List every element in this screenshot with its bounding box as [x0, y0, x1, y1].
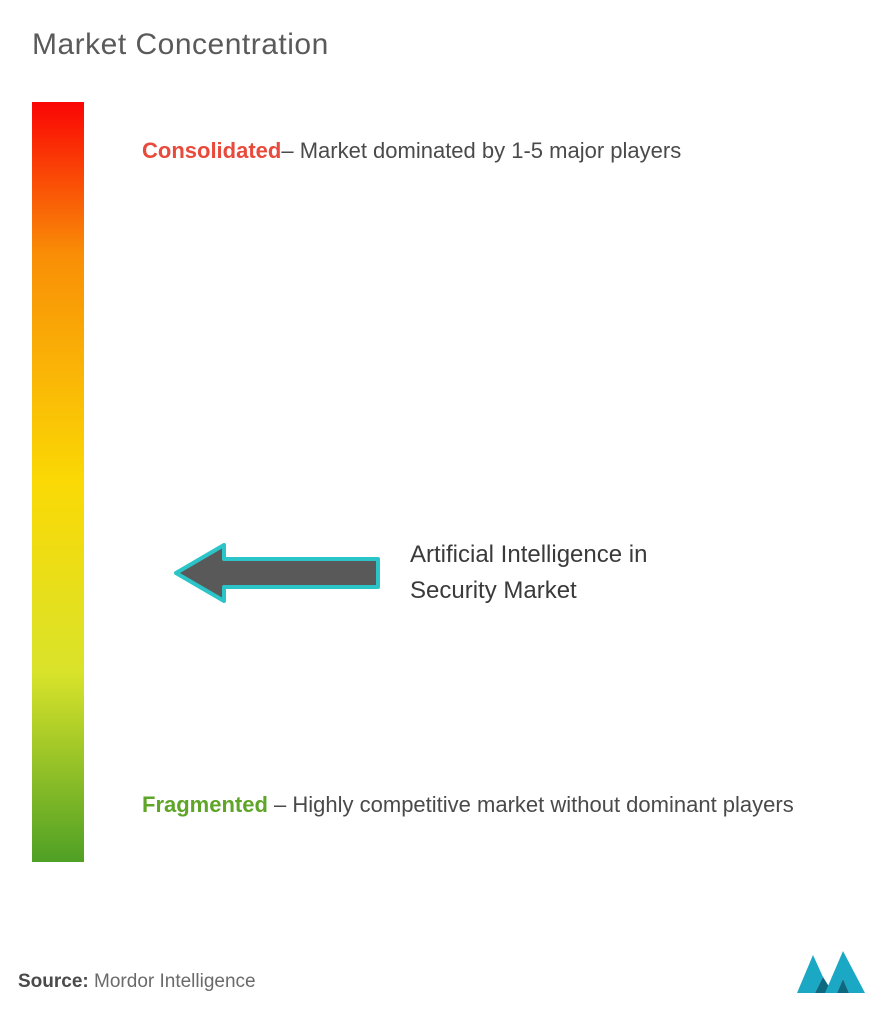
- fragmented-label: Fragmented – Highly competitive market w…: [142, 782, 794, 828]
- fragmented-desc: – Highly competitive market without domi…: [268, 792, 794, 817]
- consolidated-key: Consolidated: [142, 138, 281, 163]
- concentration-gradient-bar: [32, 102, 84, 862]
- source-value: Mordor Intelligence: [89, 971, 256, 992]
- source-label: Source:: [18, 971, 89, 992]
- source-attribution: Source: Mordor Intelligence: [18, 971, 256, 993]
- market-indicator: Artificial Intelligence in Security Mark…: [172, 537, 647, 609]
- mordor-logo-icon: [795, 949, 867, 993]
- fragmented-key: Fragmented: [142, 792, 268, 817]
- page-title: Market Concentration: [32, 28, 853, 62]
- diagram-area: Consolidated– Market dominated by 1-5 ma…: [32, 102, 853, 892]
- footer: Source: Mordor Intelligence: [18, 949, 867, 993]
- consolidated-label: Consolidated– Market dominated by 1-5 ma…: [142, 128, 681, 174]
- arrow-left-icon: [172, 539, 382, 607]
- market-name: Artificial Intelligence in Security Mark…: [410, 537, 647, 609]
- consolidated-desc: – Market dominated by 1-5 major players: [281, 138, 681, 163]
